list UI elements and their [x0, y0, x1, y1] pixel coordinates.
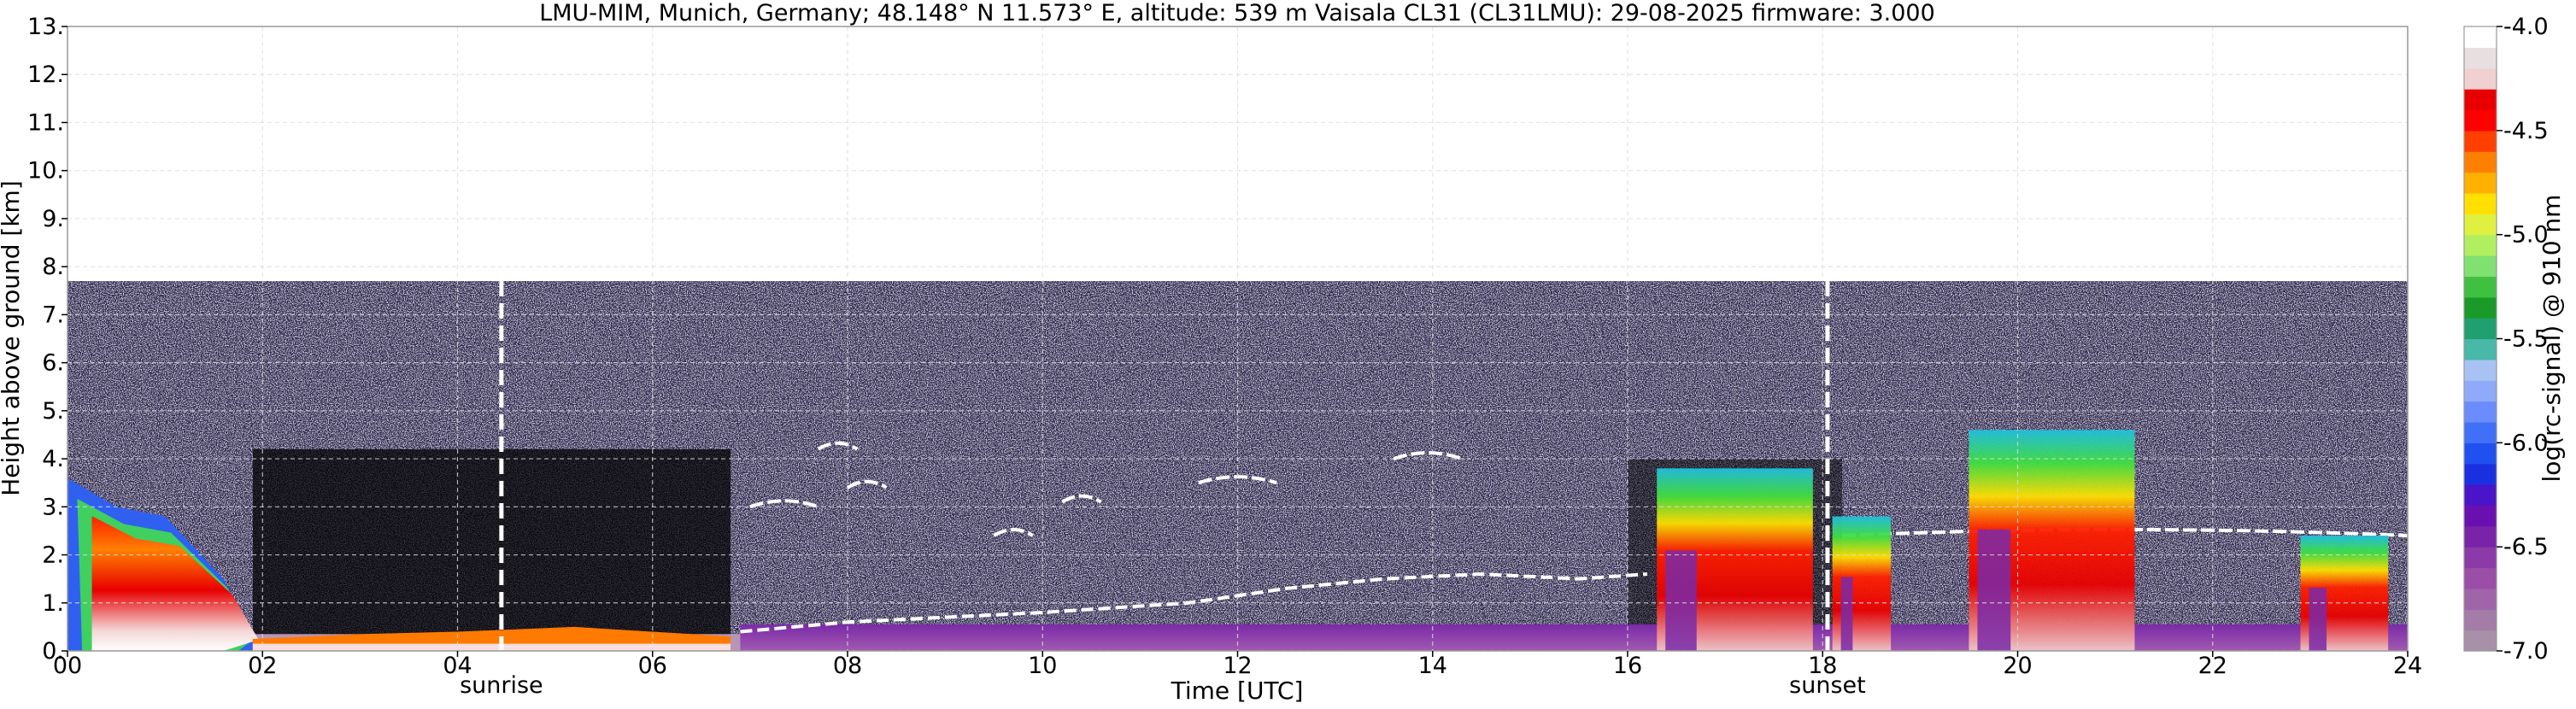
x-tick-label: 02	[248, 653, 277, 679]
y-tick-label: 10.	[27, 158, 64, 185]
cloud-segment	[1841, 528, 2408, 538]
colorbar-swatch	[2464, 276, 2497, 298]
night-dark-region	[252, 448, 731, 651]
colorbar-swatch	[2464, 338, 2497, 360]
colorbar-swatch	[2464, 130, 2497, 152]
annotation-labels: sunrise sunset	[460, 672, 1866, 699]
colorbar-swatch	[2464, 463, 2497, 485]
colorbar-swatch	[2464, 588, 2497, 610]
y-tick-label: 9.	[42, 206, 64, 232]
colorbar-tick-label: -4.5	[2503, 118, 2549, 144]
x-tick-label: 00	[53, 653, 82, 679]
colorbar-swatch	[2464, 359, 2497, 381]
colorbar-swatch	[2464, 547, 2497, 569]
x-axis: 00 02 04 06 08 10 12 14 16 18 20 22 24	[53, 651, 2422, 679]
y-tick-label: 0.	[42, 638, 64, 665]
sunset-label: sunset	[1789, 672, 1866, 699]
plot-area	[67, 26, 2408, 651]
colorbar-swatch	[2464, 234, 2497, 256]
colorbar-swatch	[2464, 192, 2497, 214]
colorbar-swatch	[2464, 26, 2497, 48]
y-tick-label: 3.	[42, 494, 64, 520]
cloud-segment	[817, 441, 859, 451]
colorbar-swatch	[2464, 296, 2497, 319]
x-tick-label: 06	[638, 653, 667, 679]
x-tick-label: 10	[1028, 653, 1057, 679]
y-tick-label: 8.	[42, 254, 64, 280]
y-tick-label: 11.	[27, 109, 64, 136]
colorbar-label: log(rc-signal) @ 910 nm	[2538, 195, 2566, 483]
colorbar-tick-label: -6.5	[2503, 534, 2549, 560]
colorbar-swatch	[2464, 505, 2497, 527]
x-tick-label: 18	[1808, 653, 1837, 679]
cloud-segment	[846, 479, 888, 489]
y-tick-label: 4.	[42, 446, 64, 472]
x-tick-label: 24	[2393, 653, 2422, 679]
nocturnal-layer-core	[252, 643, 731, 651]
y-axis: 0. 1. 2. 3. 4. 5. 6. 7. 8. 9. 10. 11. 12. 13.	[27, 14, 67, 665]
colorbar-swatch	[2464, 401, 2497, 423]
convection-gap	[2309, 587, 2327, 651]
x-tick-label: 22	[2198, 653, 2227, 679]
colorbar-swatch	[2464, 609, 2497, 631]
surface-aerosol-band	[740, 624, 2408, 651]
colorbar-swatch	[2464, 151, 2497, 173]
colorbar-swatch	[2464, 630, 2497, 652]
y-tick-label: 13.	[27, 14, 64, 40]
colorbar-swatch	[2464, 109, 2497, 132]
y-tick-label: 1.	[42, 590, 64, 617]
x-axis-label: Time [UTC]	[1171, 677, 1304, 705]
convection-gap	[1665, 550, 1697, 651]
colorbar-swatch	[2464, 318, 2497, 340]
convection-gap	[1840, 577, 1853, 651]
colorbar-swatch	[2464, 442, 2497, 465]
colorbar-swatch	[2464, 255, 2497, 277]
convection-gap	[1977, 529, 2011, 651]
x-tick-label: 16	[1613, 653, 1642, 679]
colorbar-tick-label: -5.5	[2503, 326, 2549, 353]
colorbar-tick-label: -7.0	[2503, 638, 2549, 665]
y-tick-label: 12.	[27, 62, 64, 88]
chart-title: LMU-MIM, Munich, Germany; 48.148° N 11.5…	[539, 0, 1935, 26]
colorbar-swatch	[2464, 67, 2497, 90]
colorbar-swatch	[2464, 421, 2497, 443]
grid	[67, 26, 2408, 651]
cloud-segment	[749, 499, 819, 509]
residual-layer-core	[91, 516, 259, 651]
x-tick-label: 20	[2003, 653, 2032, 679]
x-tick-label: 12	[1223, 653, 1252, 679]
colorbar-tick-label: -6.0	[2503, 430, 2549, 456]
y-tick-label: 5.	[42, 398, 64, 425]
colorbar-tick-label: -5.0	[2503, 222, 2549, 249]
colorbar: -7.0 -6.5 -6.0 -5.5 -5.0 -4.5 -4.0	[2463, 14, 2549, 665]
annotation-lines	[499, 281, 1830, 651]
cloud-segment	[1198, 475, 1277, 485]
x-tick-label: 08	[833, 653, 862, 679]
colorbar-swatch	[2464, 525, 2497, 548]
sunrise-label: sunrise	[460, 672, 543, 699]
cloud-segment	[993, 528, 1034, 537]
colorbar-swatch	[2464, 567, 2497, 589]
x-tick-label: 04	[443, 653, 472, 679]
colorbar-swatch	[2464, 484, 2497, 507]
colorbar-tick-label: -4.0	[2503, 14, 2549, 40]
y-axis-label: Height above ground [km]	[0, 180, 25, 496]
colorbar-swatch	[2464, 47, 2497, 69]
colorbar-swatch	[2464, 380, 2497, 402]
y-tick-label: 2.	[42, 542, 64, 569]
y-tick-label: 6.	[42, 350, 64, 377]
colorbar-swatch	[2464, 172, 2497, 194]
colorbar-swatch	[2464, 89, 2497, 111]
y-tick-label: 7.	[42, 302, 64, 328]
colorbar-swatch	[2464, 214, 2497, 236]
cloud-segment	[1061, 494, 1102, 504]
cloud-segment	[1393, 451, 1463, 460]
x-tick-label: 14	[1418, 653, 1447, 679]
